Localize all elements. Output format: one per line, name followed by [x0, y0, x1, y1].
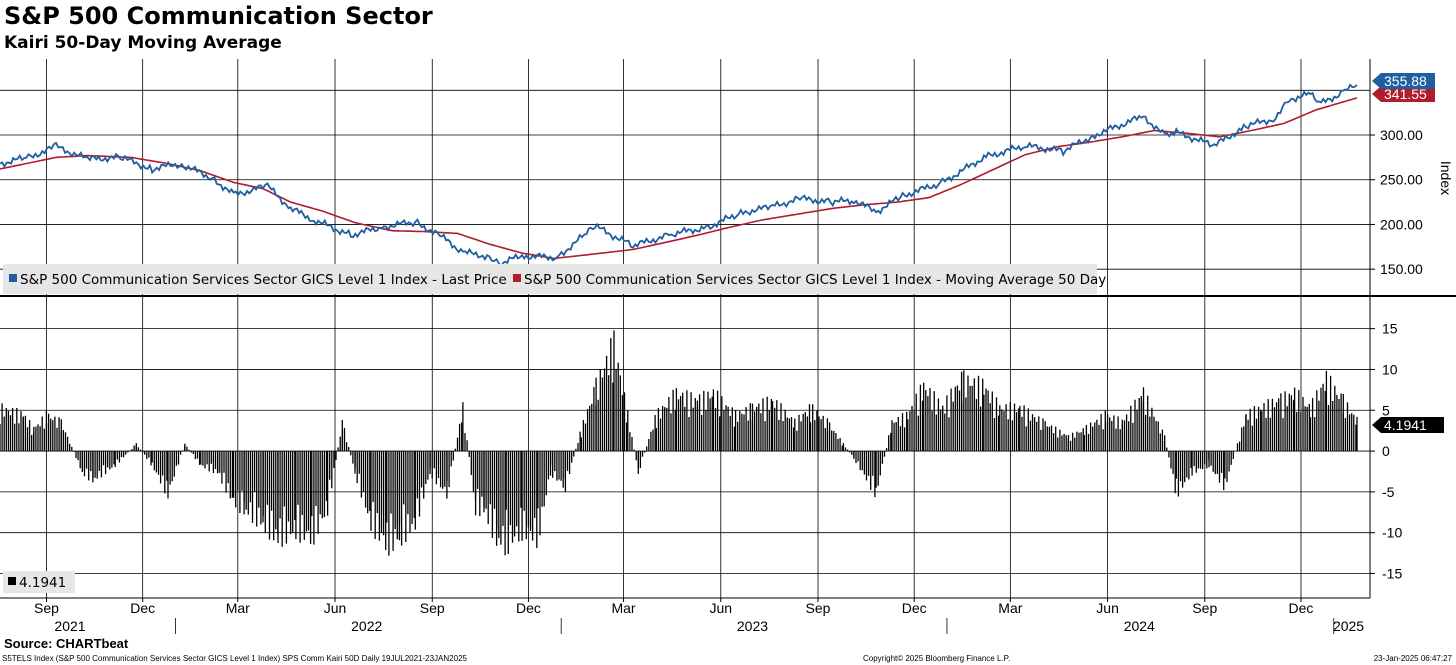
ma-last-value-badge — [1372, 86, 1435, 102]
x-month-label: Dec — [516, 600, 541, 616]
y-tick-label: 300.00 — [1380, 127, 1423, 143]
ma-legend-swatch — [513, 274, 521, 282]
y-tick-label: 0 — [1382, 443, 1390, 459]
price-panel-grid — [0, 59, 1370, 296]
source-note: Source: CHARTbeat — [4, 636, 129, 651]
x-month-label: Sep — [34, 600, 59, 616]
kairi-legend-background — [3, 571, 75, 593]
x-month-label: Jun — [324, 600, 347, 616]
y-tick-label: 250.00 — [1380, 172, 1423, 188]
moving-average-line — [0, 97, 1358, 260]
x-month-label: Dec — [130, 600, 155, 616]
price-legend-label: S&P 500 Communication Services Sector GI… — [20, 272, 507, 288]
x-month-label: Dec — [1289, 600, 1314, 616]
last-value-badges: 341.55 355.88 4.1941 — [1372, 73, 1444, 433]
x-month-label: Mar — [226, 600, 250, 616]
ma-last-value: 341.55 — [1384, 86, 1427, 102]
x-year-label: 2022 — [351, 618, 382, 634]
x-month-label: Mar — [998, 600, 1022, 616]
kairi-histogram — [0, 330, 1358, 556]
x-year-label: 2025 — [1333, 618, 1364, 634]
legend-background — [3, 264, 1097, 294]
footer-copyright: Copyright© 2025 Bloomberg Finance L.P. — [863, 654, 1011, 663]
x-year-label: 2024 — [1124, 618, 1155, 634]
x-month-label: Dec — [902, 600, 927, 616]
chart-title: S&P 500 Communication Sector — [4, 2, 433, 30]
price-last-value: 355.88 — [1384, 73, 1427, 89]
x-axis-ticks: Sep Dec Mar Jun Sep Dec Mar Jun Sep Dec Mar Jun Sep D… — [34, 598, 1364, 634]
x-month-label: Sep — [420, 600, 445, 616]
price-legend: S&P 500 Communication Services Sector GI… — [3, 264, 1106, 294]
kairi-legend: 4.1941 — [3, 571, 75, 593]
y-tick-label: 10 — [1382, 361, 1398, 377]
y-tick-label: -10 — [1382, 525, 1402, 541]
x-month-label: Jun — [709, 600, 732, 616]
x-year-label: 2021 — [54, 618, 85, 634]
y-axis-label: Index — [1438, 161, 1454, 195]
y-tick-label: 150.00 — [1380, 261, 1423, 277]
y-tick-label: 200.00 — [1380, 216, 1423, 232]
ma-legend-label: S&P 500 Communication Services Sector GI… — [524, 272, 1106, 288]
footer-description: S5TELS Index (S&P 500 Communication Serv… — [2, 654, 467, 663]
kairi-legend-swatch — [8, 577, 16, 585]
y-axis-ticks: 150.00 200.00 250.00 300.00 -15 -10 -5 0 5 10 15 — [1370, 127, 1423, 582]
x-month-label: Sep — [806, 600, 831, 616]
y-tick-label: -15 — [1382, 566, 1402, 582]
kairi-last-value: 4.1941 — [1384, 417, 1427, 433]
x-month-label: Jun — [1096, 600, 1119, 616]
y-tick-label: -5 — [1382, 484, 1395, 500]
kairi-last-value-badge — [1372, 417, 1444, 433]
price-last-value-badge — [1372, 73, 1435, 89]
last-price-line — [0, 83, 1358, 269]
x-month-label: Mar — [611, 600, 635, 616]
x-month-label: Sep — [1192, 600, 1217, 616]
x-year-label: 2023 — [737, 618, 768, 634]
kairi-legend-label: 4.1941 — [19, 575, 66, 591]
y-tick-label: 5 — [1382, 402, 1390, 418]
footer-timestamp: 23-Jan-2025 06:47:27 — [1373, 654, 1452, 663]
chart-subtitle: Kairi 50-Day Moving Average — [4, 33, 282, 53]
price-legend-swatch — [9, 274, 17, 282]
y-tick-label: 15 — [1382, 321, 1398, 337]
